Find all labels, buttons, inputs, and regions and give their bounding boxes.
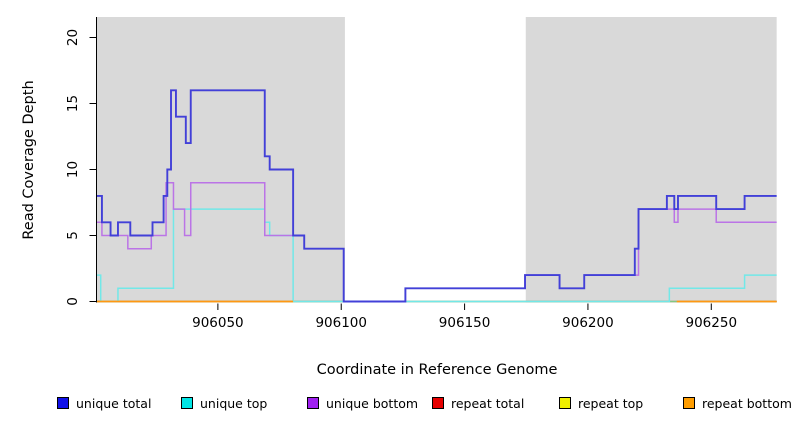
series-unique-total [97,89,777,303]
shaded-region-left [97,17,345,303]
x-axis: 906050 906100 906150 906200 906250 [192,303,737,331]
legend-item-unique-total: unique total [57,394,151,412]
y-tick-labels: 0 5 10 15 20 [65,29,81,306]
legend-swatch-unique-total [57,397,69,409]
shaded-regions [97,17,777,303]
x-axis-title: Coordinate in Reference Genome [316,362,558,378]
legend-label-unique-bottom: unique bottom [326,395,419,411]
legend-label-repeat-top: repeat top [578,395,644,411]
legend-swatch-repeat-top [559,397,571,409]
x-ticks [217,303,712,310]
y-tick-label: 0 [65,297,81,306]
legend-label-unique-total: unique total [76,395,152,411]
legend-item-unique-bottom: unique bottom [307,394,418,412]
x-tick-labels: 906050 906100 906150 906200 906250 [192,315,737,331]
legend-item-repeat-total: repeat total [432,394,524,412]
x-tick-label: 906050 [192,315,244,331]
y-ticks [89,37,97,302]
legend-label-repeat-total: repeat total [451,395,525,411]
legend-label-unique-top: unique top [200,395,268,411]
y-axis-title: Read Coverage Depth [21,80,37,240]
x-tick-label: 906150 [439,315,491,331]
legend-swatch-repeat-total [432,397,444,409]
y-tick-label: 5 [65,231,81,240]
legend-item-repeat-bottom: repeat bottom [683,394,792,412]
y-tick-label: 10 [65,161,81,178]
y-tick-label: 15 [65,95,81,112]
legend-swatch-repeat-bottom [683,397,695,409]
x-tick-label: 906200 [562,315,614,331]
legend-swatch-unique-bottom [307,397,319,409]
x-tick-label: 906250 [686,315,738,331]
coverage-chart: 0 5 10 15 20 906050 906100 906150 906200 906250 [65,17,777,331]
shaded-region-right [525,17,777,303]
series-lines [97,89,777,303]
x-tick-label: 906100 [315,315,367,331]
y-axis: 0 5 10 15 20 [65,17,97,306]
chart-legend: unique total unique top unique bottom repea… [0,394,792,418]
legend-label-repeat-bottom: repeat bottom [702,395,792,411]
legend-item-unique-top: unique top [181,394,267,412]
y-tick-label: 20 [65,29,81,46]
legend-swatch-unique-top [181,397,193,409]
legend-item-repeat-top: repeat top [559,394,643,412]
